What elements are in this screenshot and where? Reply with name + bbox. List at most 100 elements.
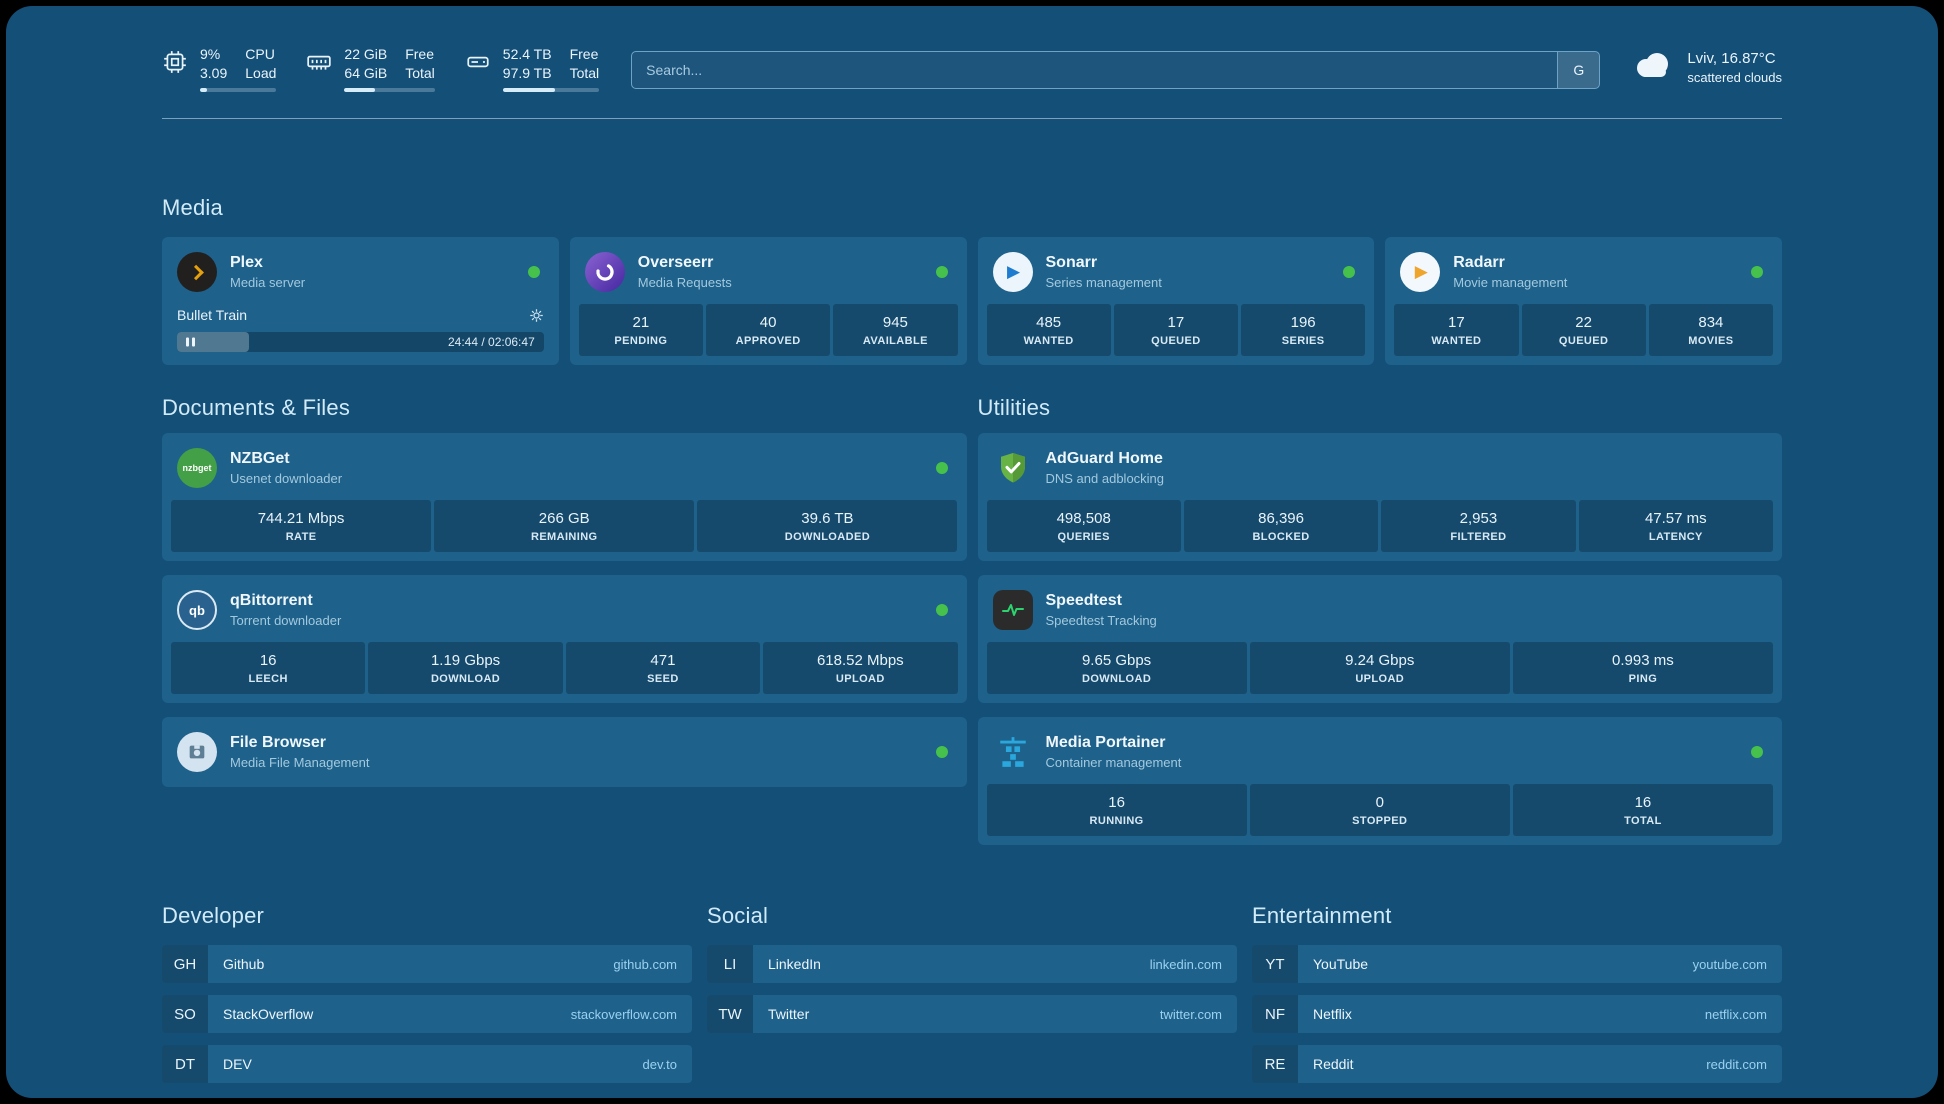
- filebrowser-icon: [177, 732, 217, 772]
- stat-label: RUNNING: [1089, 815, 1144, 827]
- stat-label: UPLOAD: [1355, 673, 1405, 685]
- gear-icon[interactable]: [529, 308, 544, 323]
- disk-progress-bar: [502, 88, 600, 92]
- app-card-portainer[interactable]: Media Portainer Container management 16 …: [977, 717, 1782, 845]
- search-engine-button[interactable]: G: [1557, 52, 1600, 88]
- bookmark-reddit[interactable]: RE Reddit reddit.com: [1252, 1045, 1782, 1083]
- stat-tile: 2,953 FILTERED: [1381, 500, 1576, 552]
- search-bar: G: [631, 51, 1601, 89]
- stat-value: 0.993 ms: [1612, 652, 1674, 669]
- stat-label: AVAILABLE: [862, 335, 928, 347]
- disk-total-value: 97.9 TB: [502, 65, 552, 81]
- media-grid: Plex Media server Bullet Train: [162, 237, 1782, 365]
- stat-value: 945: [882, 314, 908, 331]
- stat-value: 86,396: [1258, 510, 1304, 527]
- pause-icon[interactable]: [186, 337, 195, 347]
- stat-tile: 945 AVAILABLE: [833, 304, 958, 356]
- app-name: Overseerr: [637, 254, 714, 271]
- app-card-sonarr[interactable]: ▶ Sonarr Series management 485 WANTED 17…: [977, 237, 1375, 365]
- bookmark-netflix[interactable]: NF Netflix netflix.com: [1252, 995, 1782, 1033]
- stat-label: LATENCY: [1648, 531, 1703, 543]
- stat-tile: 744.21 Mbps RATE: [171, 500, 432, 552]
- section-title-entertainment: Entertainment: [1252, 903, 1392, 928]
- bookmark-label: StackOverflow: [223, 1006, 314, 1022]
- stackoverflow-icon: SO: [162, 995, 208, 1033]
- stat-label: QUERIES: [1057, 531, 1110, 543]
- stat-label: QUEUED: [1558, 335, 1609, 347]
- playback-time: 24:44 / 02:06:47: [448, 335, 535, 349]
- app-subtitle: Series management: [1045, 275, 1162, 290]
- app-card-plex[interactable]: Plex Media server Bullet Train: [162, 237, 559, 365]
- cpu-usage-value: 9%: [200, 46, 221, 62]
- stat-label: DOWNLOAD: [1081, 673, 1152, 685]
- bookmark-twitter[interactable]: TW Twitter twitter.com: [707, 995, 1237, 1033]
- app-subtitle: Media File Management: [230, 755, 370, 770]
- stat-value: 9.24 Gbps: [1345, 652, 1415, 669]
- stat-tile: 196 SERIES: [1241, 304, 1366, 356]
- ram-total-label: Total: [405, 65, 435, 81]
- bookmark-url: twitter.com: [1159, 1006, 1222, 1022]
- stat-tile: 0 STOPPED: [1249, 784, 1510, 836]
- stat-label: DOWNLOADED: [784, 531, 871, 543]
- cpu-usage-label: CPU: [245, 46, 275, 62]
- stat-label: UPLOAD: [835, 673, 885, 685]
- linkedin-icon: LI: [707, 945, 753, 983]
- status-dot: [1343, 266, 1356, 278]
- cloud-icon: [1632, 51, 1674, 84]
- app-card-filebrowser[interactable]: File Browser Media File Management: [162, 717, 967, 787]
- playback-progress-track[interactable]: 24:44 / 02:06:47: [177, 332, 544, 352]
- disk-icon: [465, 49, 491, 80]
- stat-value: 40: [759, 314, 777, 331]
- playback-progress-fill: [177, 332, 249, 352]
- disk-total-label: Total: [569, 65, 600, 81]
- stat-value: 2,953: [1459, 510, 1498, 527]
- disk-free-value: 52.4 TB: [502, 46, 552, 62]
- app-card-speedtest[interactable]: Speedtest Speedtest Tracking 9.65 Gbps D…: [977, 575, 1782, 703]
- stat-label: WANTED: [1023, 335, 1074, 347]
- bookmark-stackoverflow[interactable]: SO StackOverflow stackoverflow.com: [162, 995, 692, 1033]
- app-card-adguard[interactable]: AdGuard Home DNS and adblocking 498,508 …: [977, 433, 1782, 561]
- disk-metric: 52.4 TB Free 97.9 TB Total: [465, 46, 600, 92]
- stat-tile: 21 PENDING: [578, 304, 703, 356]
- stat-label: RATE: [285, 531, 317, 543]
- bookmark-label: LinkedIn: [768, 956, 821, 972]
- app-card-qbittorrent[interactable]: qb qBittorrent Torrent downloader 16 LEE…: [162, 575, 967, 703]
- stat-tile: 0.993 ms PING: [1512, 642, 1773, 694]
- status-dot: [935, 462, 948, 474]
- plex-now-playing: Bullet Train 24:44 / 02:06:47: [171, 307, 550, 356]
- ram-progress-bar: [344, 88, 435, 92]
- top-bar: 9% CPU 3.09 Load: [162, 46, 1782, 92]
- app-card-nzbget[interactable]: nzbget NZBGet Usenet downloader 744.21 M…: [162, 433, 967, 561]
- stat-value: 266 GB: [538, 510, 590, 527]
- stat-label: REMAINING: [530, 531, 598, 543]
- bookmark-url: github.com: [613, 956, 677, 972]
- app-subtitle: Container management: [1045, 755, 1182, 770]
- bookmark-youtube[interactable]: YT YouTube youtube.com: [1252, 945, 1782, 983]
- stat-label: PENDING: [614, 335, 668, 347]
- search-input[interactable]: [632, 52, 1558, 88]
- app-name: NZBGet: [230, 450, 290, 467]
- utilities-column: Utilities AdGuard Home: [977, 365, 1782, 859]
- bookmark-label: Reddit: [1313, 1056, 1354, 1072]
- cpu-metric: 9% CPU 3.09 Load: [162, 46, 277, 92]
- bookmark-url: stackoverflow.com: [570, 1006, 677, 1022]
- bookmark-label: Github: [223, 956, 265, 972]
- stat-tile: 834 MOVIES: [1648, 304, 1773, 356]
- bookmark-github[interactable]: GH Github github.com: [162, 945, 692, 983]
- netflix-icon: NF: [1252, 995, 1298, 1033]
- stat-value: 17: [1167, 314, 1185, 331]
- adguard-shield-icon: [993, 448, 1033, 488]
- stat-tile: 9.24 Gbps UPLOAD: [1249, 642, 1510, 694]
- stat-value: 16: [1108, 794, 1125, 811]
- app-card-radarr[interactable]: ▶ Radarr Movie management 17 WANTED 22 Q…: [1385, 237, 1782, 365]
- stat-tile: 17 QUEUED: [1113, 304, 1238, 356]
- bookmark-dev[interactable]: DT DEV dev.to: [162, 1045, 692, 1083]
- stat-tile: 485 WANTED: [986, 304, 1111, 356]
- app-subtitle: Movie management: [1453, 275, 1568, 290]
- bookmark-linkedin[interactable]: LI LinkedIn linkedin.com: [707, 945, 1237, 983]
- stat-tile: 16 TOTAL: [1512, 784, 1773, 836]
- app-name: File Browser: [230, 734, 327, 751]
- app-subtitle: DNS and adblocking: [1045, 471, 1165, 486]
- app-card-overseerr[interactable]: Overseerr Media Requests 21 PENDING 40 A…: [569, 237, 967, 365]
- section-title-social: Social: [707, 903, 769, 928]
